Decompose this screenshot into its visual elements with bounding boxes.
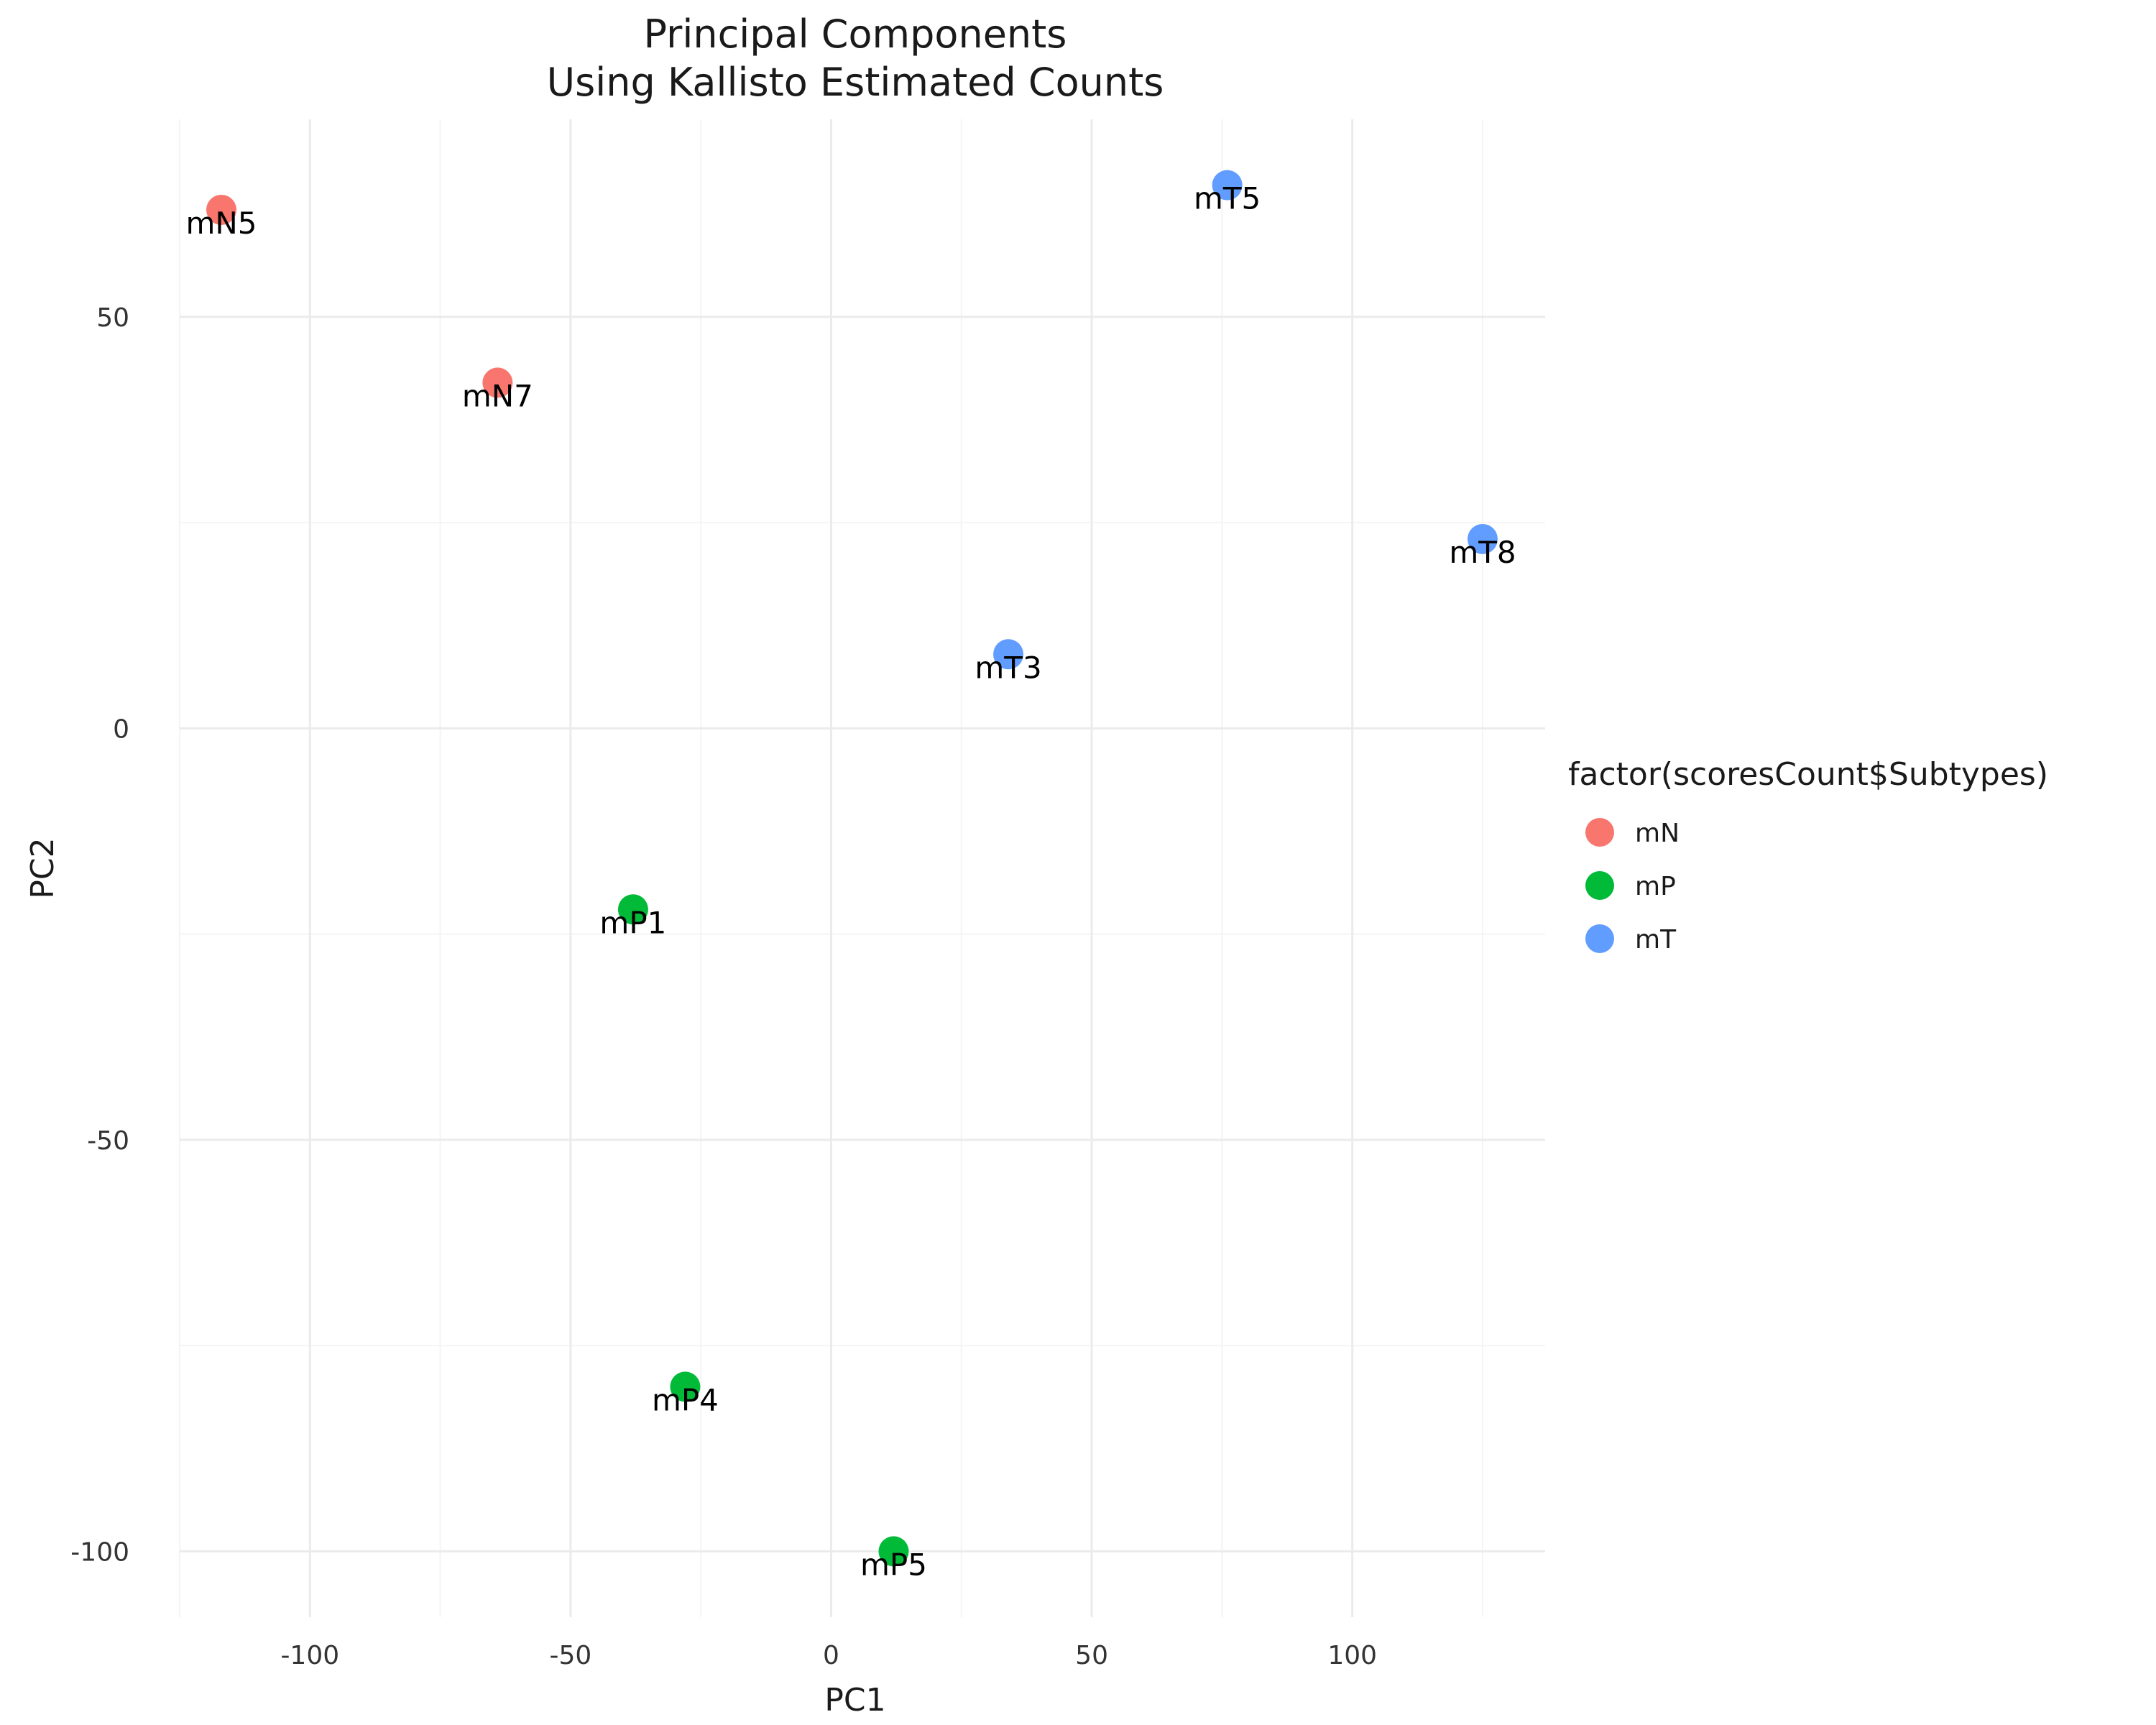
- data-point-mP1: [617, 894, 648, 925]
- x-tick-label: 0: [823, 1641, 839, 1670]
- legend: mN mP mT: [1585, 818, 1680, 954]
- data-point-mP5: [878, 1536, 909, 1567]
- y-axis-title: PC2: [24, 837, 61, 898]
- data-points: [206, 170, 1498, 1567]
- point-label-mN5: mN5: [185, 206, 257, 241]
- y-tick-label: -100: [70, 1537, 129, 1567]
- legend-key-mP: [1585, 871, 1614, 900]
- data-point-mT8: [1467, 523, 1498, 554]
- point-label-mP5: mP5: [860, 1547, 927, 1582]
- x-axis-title: PC1: [824, 1682, 885, 1719]
- y-tick-label: 50: [96, 303, 129, 333]
- x-tick-label: 100: [1327, 1641, 1377, 1670]
- point-label-mP1: mP1: [599, 905, 666, 940]
- point-label-mT3: mT3: [975, 650, 1041, 685]
- y-tick-label: -50: [87, 1126, 129, 1156]
- y-axis-ticks: -100 -50 0 50: [70, 303, 129, 1568]
- legend-label-mN: mN: [1635, 819, 1680, 848]
- chart-subtitle: Using Kallisto Estimated Counts: [547, 60, 1164, 105]
- legend-key-mT: [1585, 924, 1614, 953]
- y-tick-label: 0: [113, 714, 129, 744]
- legend-label-mT: mT: [1635, 925, 1677, 954]
- x-tick-label: -100: [280, 1641, 339, 1670]
- x-tick-label: 50: [1075, 1641, 1108, 1670]
- point-labels: mN5 mN7 mP1 mP4 mP5 mT3 mT5 mT8: [185, 181, 1516, 1583]
- legend-title: factor(scoresCount$Subtypes): [1568, 756, 2048, 793]
- point-label-mP4: mP4: [652, 1382, 719, 1417]
- chart-title: Principal Components: [644, 12, 1067, 57]
- x-tick-label: -50: [549, 1641, 591, 1670]
- point-label-mN7: mN7: [462, 378, 533, 413]
- grid-lines: [179, 119, 1545, 1617]
- x-axis-ticks: -100 -50 0 50 100: [280, 1641, 1377, 1670]
- point-label-mT5: mT5: [1194, 181, 1261, 216]
- data-point-mP4: [670, 1371, 701, 1402]
- data-point-mN5: [206, 194, 237, 225]
- legend-key-mN: [1585, 818, 1614, 847]
- data-point-mT5: [1212, 170, 1243, 201]
- data-point-mT3: [993, 639, 1024, 670]
- point-label-mT8: mT8: [1449, 535, 1516, 570]
- legend-label-mP: mP: [1635, 872, 1676, 901]
- data-point-mN7: [482, 367, 513, 398]
